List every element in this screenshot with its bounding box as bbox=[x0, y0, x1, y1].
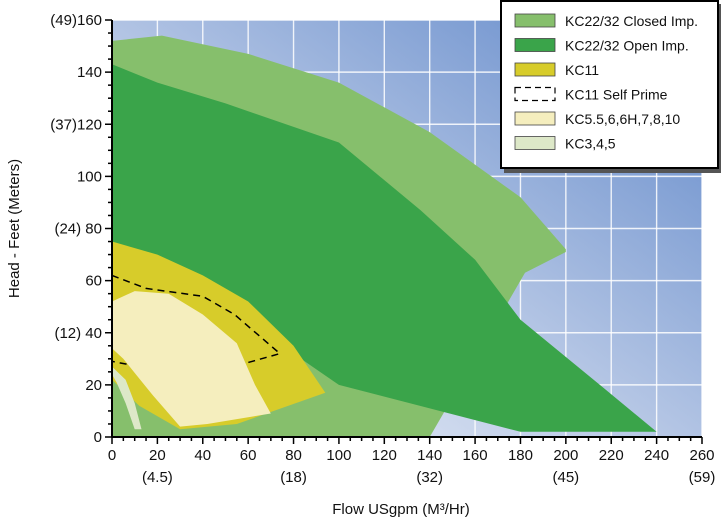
x-secondary-tick-label: (4.5) bbox=[142, 469, 173, 486]
legend-item: KC22/32 Open Imp. bbox=[514, 38, 689, 54]
legend-label: KC22/32 Open Imp. bbox=[565, 38, 689, 54]
legend-swatch bbox=[514, 13, 556, 28]
x-tick-label: 20 bbox=[149, 447, 166, 464]
legend-label: KC11 bbox=[565, 62, 599, 78]
x-tick-label: 140 bbox=[417, 447, 442, 464]
x-tick-label: 220 bbox=[599, 447, 624, 464]
x-secondary-tick-label: (59) bbox=[689, 469, 716, 486]
x-secondary-tick-label: (45) bbox=[553, 469, 580, 486]
x-secondary-tick-label: (32) bbox=[416, 469, 443, 486]
x-secondary-tick-label: (18) bbox=[280, 469, 307, 486]
x-tick-label: 160 bbox=[463, 447, 488, 464]
x-tick-label: 80 bbox=[285, 447, 302, 464]
x-tick-label: 180 bbox=[508, 447, 533, 464]
series-kc11-self-prime bbox=[111, 274, 282, 378]
y-tick-label: 140 bbox=[77, 64, 102, 81]
y-tick-label: 60 bbox=[85, 273, 102, 290]
legend-item: KC5.5,6,6H,7,8,10 bbox=[514, 111, 680, 127]
y-axis-title: Head - Feet (Meters) bbox=[6, 159, 23, 298]
legend-item: KC3,4,5 bbox=[514, 136, 616, 152]
x-tick-label: 0 bbox=[108, 447, 116, 464]
y-tick-label: 20 bbox=[85, 377, 102, 394]
series-kc3-4-5 bbox=[112, 366, 142, 430]
y-tick-label: (24) 80 bbox=[54, 221, 102, 238]
legend-label: KC3,4,5 bbox=[565, 136, 616, 152]
y-tick-label: (37)120 bbox=[50, 116, 102, 133]
series-kc5-5-6-6h-7-8-10 bbox=[112, 291, 271, 427]
legend: KC22/32 Closed Imp. KC22/32 Open Imp. KC11… bbox=[500, 0, 721, 173]
legend-item: KC22/32 Closed Imp. bbox=[514, 13, 698, 29]
x-axis-title: Flow USgpm (M³/Hr) bbox=[332, 501, 470, 518]
legend-swatch bbox=[514, 86, 556, 102]
legend-box bbox=[500, 0, 719, 169]
y-tick-label: 100 bbox=[77, 168, 102, 185]
x-tick-label: 260 bbox=[689, 447, 714, 464]
legend-label: KC22/32 Closed Imp. bbox=[565, 13, 698, 29]
x-tick-label: 60 bbox=[240, 447, 257, 464]
x-tick-label: 200 bbox=[553, 447, 578, 464]
x-tick-label: 240 bbox=[644, 447, 669, 464]
legend-label: KC5.5,6,6H,7,8,10 bbox=[565, 111, 680, 127]
data-series bbox=[111, 35, 657, 437]
legend-swatch bbox=[514, 111, 556, 126]
legend-swatch bbox=[514, 62, 556, 77]
y-tick-label: (49)160 bbox=[50, 12, 102, 29]
x-tick-label: 40 bbox=[194, 447, 211, 464]
legend-label: KC11 Self Prime bbox=[565, 87, 668, 103]
y-tick-label: 0 bbox=[94, 429, 102, 446]
y-tick-label: (12) 40 bbox=[54, 325, 102, 342]
legend-swatch bbox=[514, 38, 556, 52]
series-kc22-32-open-imp bbox=[112, 64, 657, 432]
axes: 0 20 40 60 80 100 120 140 160 180 200 220 240 260(4.5… bbox=[6, 12, 715, 518]
legend-item: KC11 Self Prime bbox=[514, 86, 668, 103]
x-tick-label: 100 bbox=[326, 447, 351, 464]
legend-item: KC11 bbox=[514, 62, 599, 78]
x-tick-label: 120 bbox=[372, 447, 397, 464]
legend-swatch bbox=[514, 136, 556, 150]
